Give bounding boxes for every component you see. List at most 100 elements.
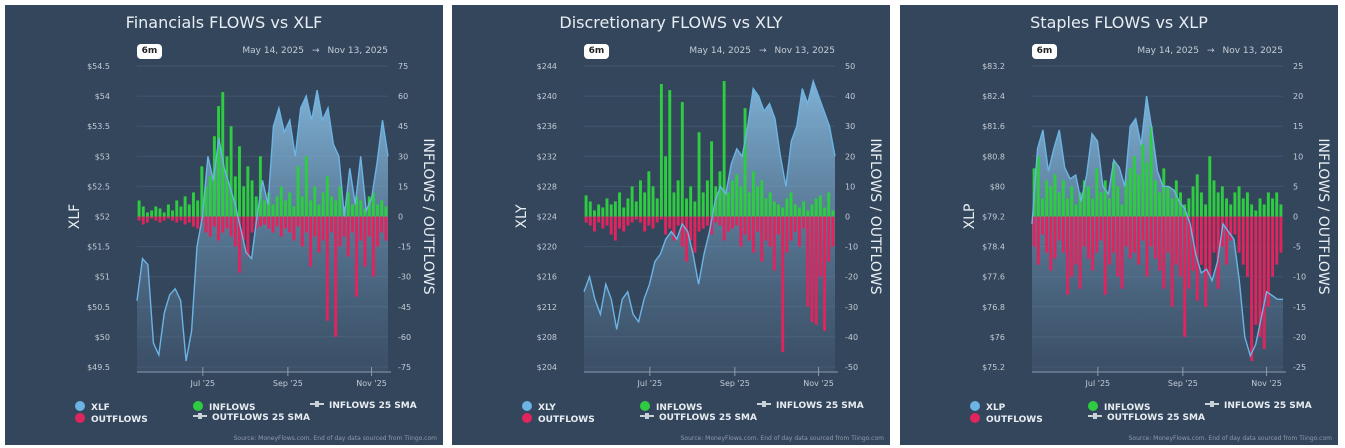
y2-tick-label: -40 bbox=[845, 333, 858, 342]
inflow-bar bbox=[1191, 186, 1195, 217]
outflow-bar bbox=[317, 216, 321, 253]
range-dropdown-button[interactable]: 6m bbox=[137, 44, 162, 59]
date-to[interactable]: Nov 13, 2025 bbox=[1222, 46, 1283, 56]
legend-item[interactable]: INFLOWS bbox=[1088, 401, 1151, 413]
outflow-bar bbox=[1103, 216, 1107, 295]
inflow-bar bbox=[722, 81, 726, 217]
legend-label: OUTFLOWS bbox=[538, 415, 595, 425]
inflow-bar bbox=[376, 204, 380, 217]
outflow-bar bbox=[284, 216, 287, 229]
legend-item[interactable]: OUTFLOWS 25 SMA bbox=[193, 413, 310, 423]
outflow-bar bbox=[1245, 216, 1249, 277]
x-tick-label: Jul '25 bbox=[190, 379, 216, 388]
legend-item[interactable]: OUTFLOWS bbox=[522, 413, 595, 425]
legend-dot-icon bbox=[522, 413, 532, 423]
inflow-bar bbox=[313, 186, 317, 217]
outflow-bar bbox=[1162, 216, 1166, 289]
outflow-bar bbox=[1271, 216, 1275, 277]
y2-tick-label: -60 bbox=[398, 333, 411, 342]
legend-item[interactable]: INFLOWS 25 SMA bbox=[1205, 401, 1312, 411]
legend-label: XLF bbox=[91, 403, 110, 413]
y-tick-label: $228 bbox=[537, 182, 557, 191]
date-to[interactable]: Nov 13, 2025 bbox=[327, 46, 388, 56]
outflow-bar bbox=[1166, 216, 1170, 253]
inflow-bar bbox=[141, 206, 145, 217]
outflow-bar bbox=[1212, 216, 1216, 253]
inflow-bar bbox=[221, 92, 225, 217]
y2-tick-label: 20 bbox=[845, 152, 855, 161]
inflow-bar bbox=[246, 166, 250, 217]
inflow-bar bbox=[1066, 198, 1070, 217]
legend-item[interactable]: XLP bbox=[970, 401, 1005, 413]
x-tick-label: Nov '25 bbox=[803, 379, 834, 388]
y-tick-label: $50.5 bbox=[87, 303, 110, 312]
date-from[interactable]: May 14, 2025 bbox=[242, 46, 304, 56]
legend-label: INFLOWS bbox=[1104, 403, 1151, 413]
legend-item[interactable]: INFLOWS 25 SMA bbox=[757, 401, 864, 411]
date-range[interactable]: May 14, 2025 → Nov 13, 2025 bbox=[1137, 46, 1283, 56]
legend-dot-icon bbox=[193, 401, 203, 411]
date-range[interactable]: May 14, 2025 → Nov 13, 2025 bbox=[689, 46, 835, 56]
y-tick-label: $77.6 bbox=[982, 273, 1005, 282]
price-area bbox=[1032, 96, 1283, 372]
outflow-bar bbox=[634, 216, 638, 220]
outflow-bar bbox=[731, 216, 734, 229]
inflow-bar bbox=[309, 200, 313, 217]
outflow-bar bbox=[668, 216, 672, 229]
legend-dot-icon bbox=[522, 401, 532, 411]
inflow-bar bbox=[254, 196, 258, 217]
y-tick-label: $51.5 bbox=[87, 243, 110, 252]
legend-item[interactable]: XLF bbox=[75, 401, 110, 413]
date-from[interactable]: May 14, 2025 bbox=[689, 46, 751, 56]
y2-tick-label: 15 bbox=[398, 182, 408, 191]
inflow-bar bbox=[726, 192, 730, 217]
legend-item[interactable]: OUTFLOWS bbox=[75, 413, 148, 425]
outflow-bar bbox=[651, 216, 655, 229]
outflow-bar bbox=[1183, 216, 1187, 337]
date-range[interactable]: May 14, 2025 → Nov 13, 2025 bbox=[242, 46, 388, 56]
outflow-bar bbox=[304, 216, 308, 233]
y-tick-label: $76.8 bbox=[982, 303, 1005, 312]
legend-item[interactable]: INFLOWS 25 SMA bbox=[310, 401, 417, 411]
range-dropdown-button[interactable]: 6m bbox=[584, 44, 609, 59]
range-dropdown-button[interactable]: 6m bbox=[1032, 44, 1057, 59]
inflow-bar bbox=[643, 192, 647, 217]
inflow-bar bbox=[651, 186, 655, 217]
outflow-bar bbox=[1153, 216, 1157, 259]
legend-item[interactable]: OUTFLOWS 25 SMA bbox=[1088, 413, 1205, 423]
outflow-bar bbox=[597, 216, 601, 223]
inflow-bar bbox=[626, 198, 630, 217]
inflow-bar bbox=[271, 204, 275, 217]
x-tick-label: Sep '25 bbox=[720, 379, 750, 388]
inflow-bar bbox=[1241, 198, 1245, 217]
inflow-bar bbox=[793, 204, 797, 217]
outflow-bar bbox=[693, 216, 697, 253]
outflow-bar bbox=[601, 216, 605, 229]
legend-item[interactable]: OUTFLOWS 25 SMA bbox=[640, 413, 757, 423]
legend-label: OUTFLOWS 25 SMA bbox=[659, 413, 757, 423]
y-tick-label: $208 bbox=[537, 333, 557, 342]
inflow-bar bbox=[1070, 186, 1074, 217]
date-to[interactable]: Nov 13, 2025 bbox=[774, 46, 835, 56]
legend-item[interactable]: INFLOWS bbox=[193, 401, 256, 413]
outflow-bar bbox=[1275, 216, 1279, 265]
legend-item[interactable]: INFLOWS bbox=[640, 401, 703, 413]
y-tick-label: $50 bbox=[95, 333, 110, 342]
inflow-bar bbox=[250, 180, 254, 217]
outflow-bar bbox=[1070, 216, 1074, 277]
outflow-bar bbox=[1074, 216, 1078, 265]
outflow-bar bbox=[1266, 216, 1270, 307]
outflow-bar bbox=[1049, 216, 1053, 271]
y-tick-label: $53 bbox=[95, 152, 110, 161]
inflow-bar bbox=[1271, 198, 1275, 217]
inflow-bar bbox=[739, 186, 743, 217]
outflow-bar bbox=[747, 216, 751, 241]
legend-dot-icon bbox=[75, 401, 85, 411]
legend-item[interactable]: XLY bbox=[522, 401, 556, 413]
y2-tick-label: 5 bbox=[1293, 182, 1298, 191]
outflow-bar bbox=[810, 216, 814, 322]
date-from[interactable]: May 14, 2025 bbox=[1137, 46, 1199, 56]
inflow-bar bbox=[1262, 204, 1266, 217]
outflow-bar bbox=[613, 216, 617, 241]
legend-item[interactable]: OUTFLOWS bbox=[970, 413, 1043, 425]
